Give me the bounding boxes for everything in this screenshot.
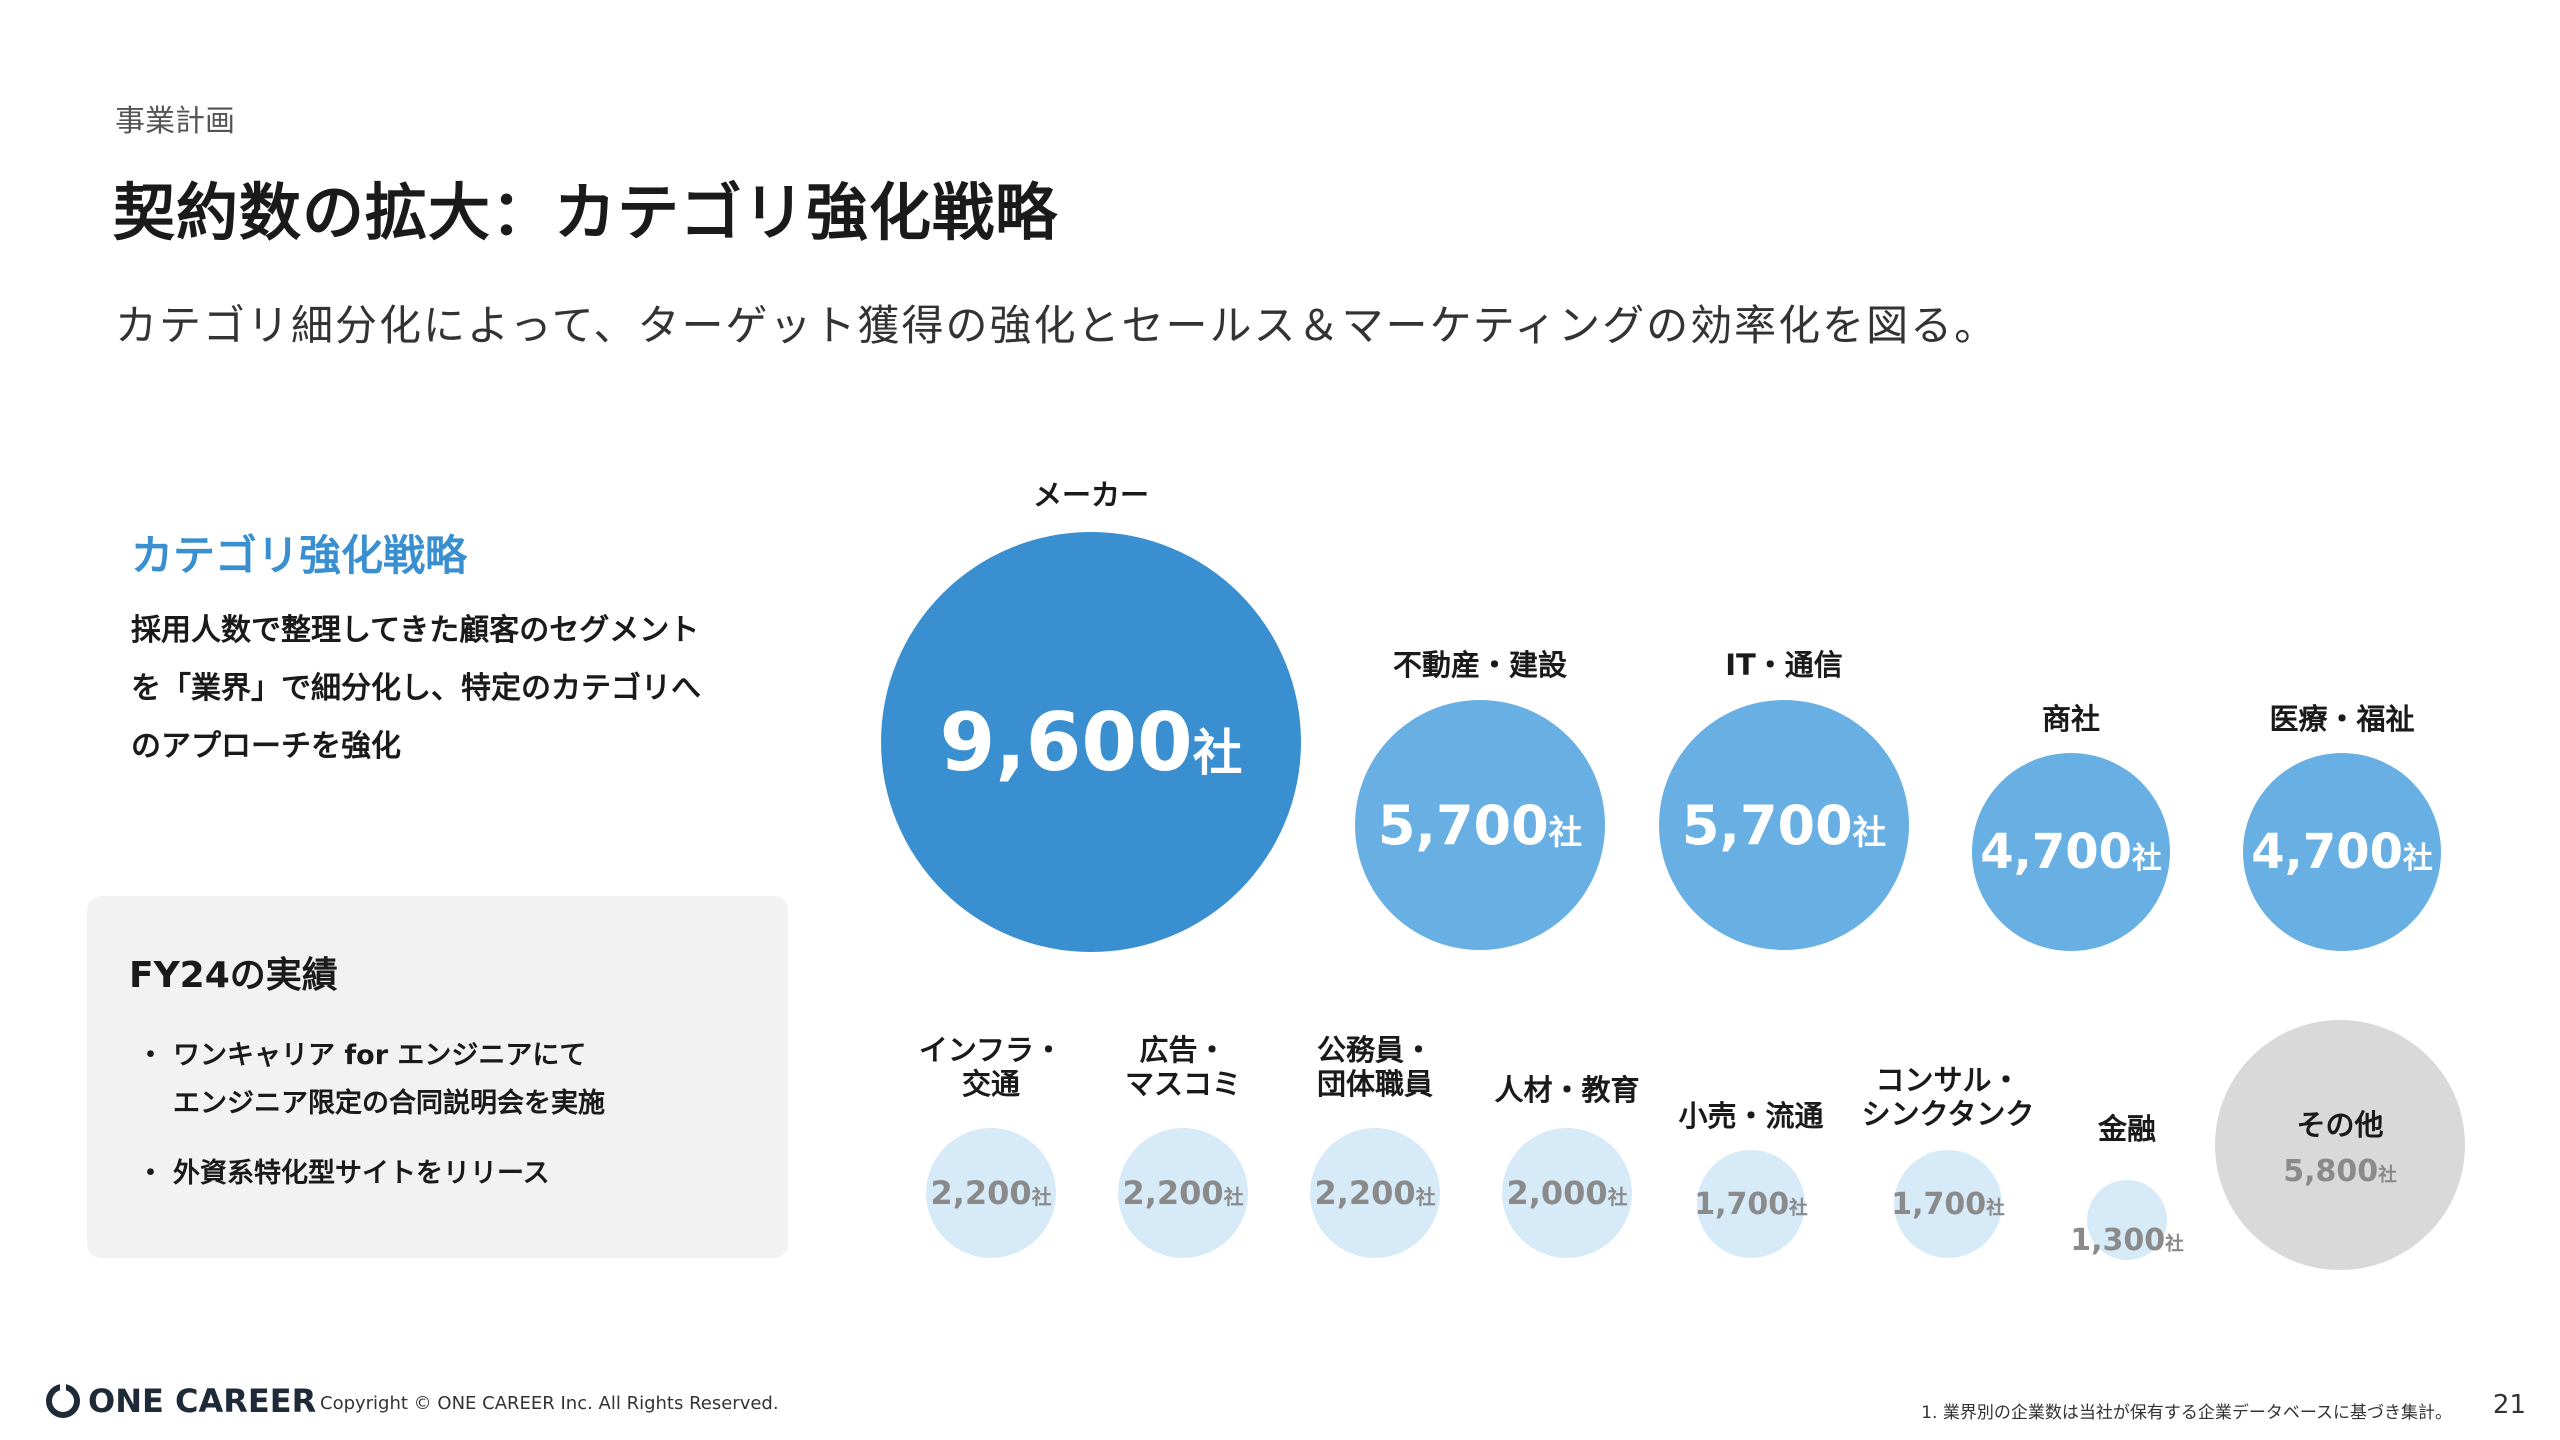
bubble-value: 2,000社	[1506, 1174, 1628, 1212]
bubble-8: 2,200社	[1310, 1128, 1440, 1258]
bubble-value: 4,700社	[2251, 824, 2433, 880]
bubble-value: 2,200社	[1314, 1174, 1436, 1212]
bubble-label: コンサル・ シンクタンク	[1861, 1063, 2035, 1131]
bubble-5: 4,700社	[2243, 753, 2441, 951]
company-logo: ONE CAREER	[46, 1382, 316, 1420]
bubble-value: 4,700社	[1980, 824, 2162, 880]
bubble-11: 1,700社	[1891, 1150, 2005, 1258]
bubble-3: 5,700社	[1659, 700, 1909, 950]
bullet: ・	[137, 1040, 164, 1071]
bubble-value: 1,700社	[1891, 1186, 2005, 1222]
bubble-6: 2,200社	[926, 1128, 1056, 1258]
strategy-line: のアプローチを強化	[131, 729, 401, 764]
logo-icon	[46, 1384, 80, 1418]
bubble-label: 公務員・ 団体職員	[1316, 1033, 1434, 1101]
bubble-9: 2,000社	[1502, 1128, 1632, 1258]
strategy-line: を「業界」で細分化し、特定のカテゴリへ	[131, 671, 701, 706]
strategy-title: カテゴリ強化戦略	[131, 531, 468, 580]
bubble-value: 1,700社	[1694, 1186, 1808, 1222]
bubble-value: 5,800社	[2283, 1153, 2397, 1189]
page-subtitle: カテゴリ細分化によって、ターゲット獲得の強化とセールス＆マーケティングの効率化を…	[115, 301, 1999, 350]
bubble-label: 医療・福祉	[2269, 702, 2415, 736]
footnote: 1. 業界別の企業数は当社が保有する企業データベースに基づき集計。	[1921, 1403, 2452, 1423]
bubble-value: 5,700社	[1681, 793, 1887, 857]
bubble-label: その他	[2296, 1107, 2384, 1142]
strategy-description: 採用人数で整理してきた顧客のセグメント を「業界」で細分化し、特定のカテゴリへ …	[131, 602, 781, 776]
bubble-value: 2,200社	[930, 1174, 1052, 1212]
logo-text: ONE CAREER	[88, 1382, 317, 1420]
bubble-10: 1,700社	[1694, 1150, 1808, 1258]
bullet: ・	[137, 1158, 164, 1189]
bubble-value: 9,600社	[939, 695, 1243, 789]
bubble-label: IT・通信	[1725, 648, 1843, 682]
bubble-value: 2,200社	[1122, 1174, 1244, 1212]
bubble-2: 5,700社	[1355, 700, 1605, 950]
page-number: 21	[2492, 1390, 2526, 1420]
bubble-label: メーカー	[1032, 478, 1150, 512]
bubble-1: 9,600社	[881, 532, 1301, 952]
result-item: ・ 外資系特化型サイトをリリース	[137, 1150, 550, 1198]
bubble-7: 2,200社	[1118, 1128, 1248, 1258]
bubble-label: 広告・ マスコミ	[1124, 1033, 1242, 1101]
bubble-label: 不動産・建設	[1392, 648, 1568, 682]
fy24-results-title: FY24の実績	[129, 955, 338, 996]
bubble-label: 金融	[2097, 1112, 2157, 1146]
strategy-line: 採用人数で整理してきた顧客のセグメント	[131, 613, 700, 648]
bubble-12: 1,300社	[2070, 1180, 2184, 1260]
bubble-value: 1,300社	[2070, 1222, 2184, 1258]
bubble-value: 5,700社	[1377, 793, 1583, 857]
fy24-results-box: FY24の実績 ・ ワンキャリア for エンジニアにて エンジニア限定の合同説…	[87, 896, 788, 1258]
section-label: 事業計画	[115, 104, 235, 139]
copyright: Copyright © ONE CAREER Inc. All Rights R…	[320, 1393, 779, 1414]
result-item: ・ ワンキャリア for エンジニアにて エンジニア限定の合同説明会を実施	[137, 1032, 605, 1128]
bubble-label: 人材・教育	[1494, 1073, 1640, 1107]
bubble-4: 4,700社	[1972, 753, 2170, 951]
page-title: 契約数の拡大：カテゴリ強化戦略	[113, 176, 1059, 249]
bubble-label: 商社	[2041, 702, 2101, 736]
bubble-label: 小売・流通	[1678, 1099, 1824, 1133]
bubble-label: インフラ・ 交通	[918, 1033, 1064, 1101]
bubble-13: その他 5,800社	[2215, 1020, 2465, 1270]
